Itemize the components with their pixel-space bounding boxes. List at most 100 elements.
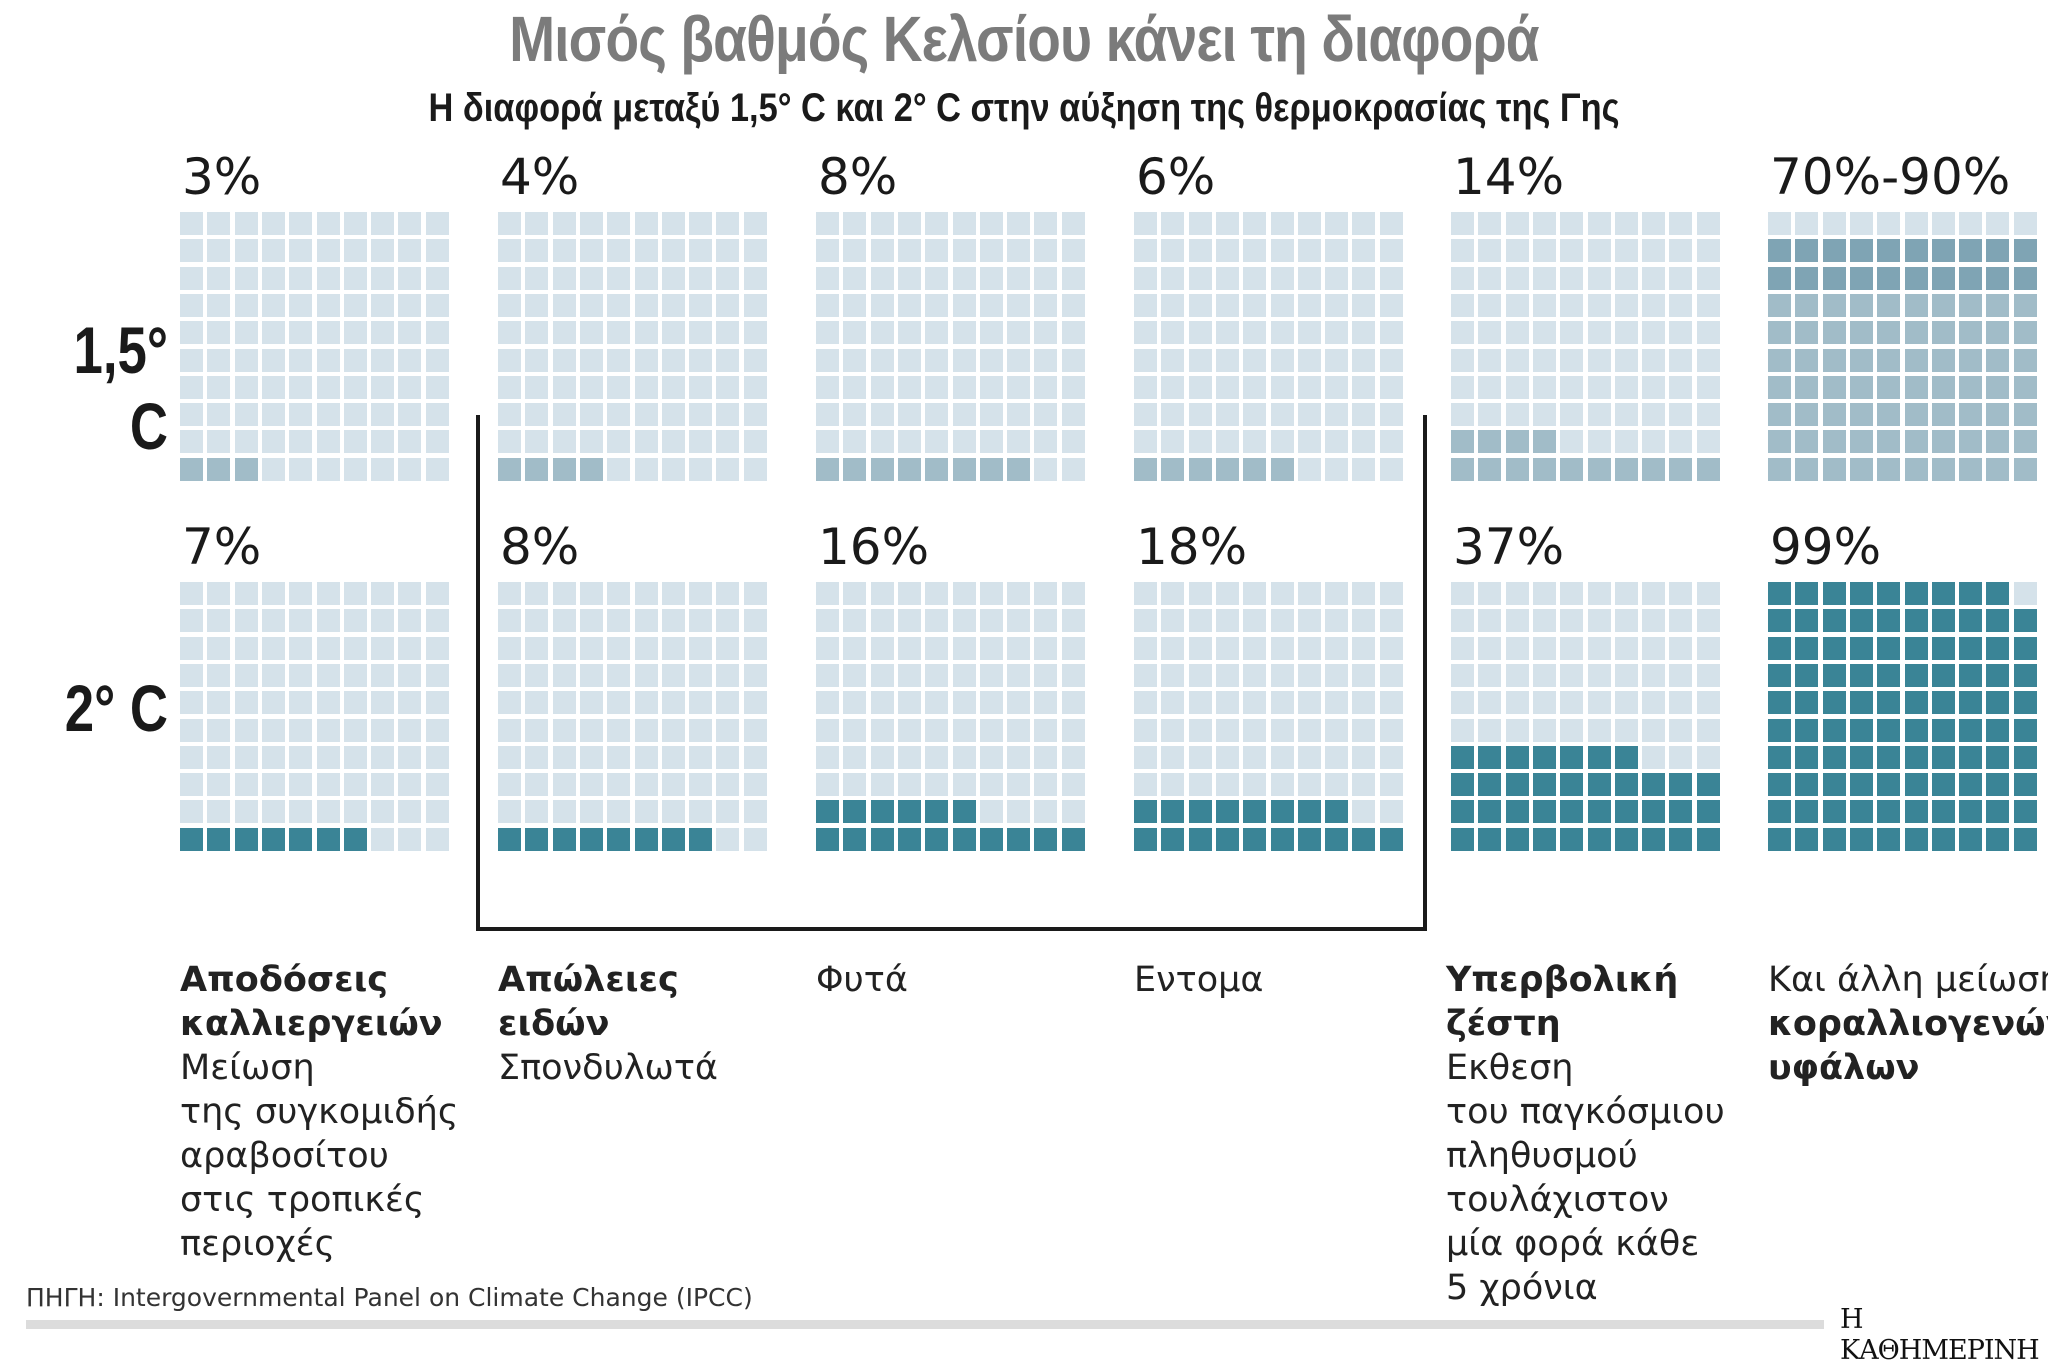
waffle-cell-empty — [897, 582, 921, 605]
waffle-cell-empty — [634, 348, 658, 372]
waffle-cell-filled — [1795, 636, 1819, 660]
waffle-cell-filled — [1959, 745, 1983, 769]
description-line: περιοχές — [180, 1224, 336, 1264]
waffle-cell-empty — [979, 582, 1003, 605]
waffle-cell-empty — [261, 663, 285, 687]
waffle-cell-empty — [398, 266, 422, 290]
waffle-cell-empty — [925, 718, 949, 742]
waffle-cell-empty — [925, 430, 949, 454]
waffle-cell-empty — [1478, 239, 1502, 263]
waffle-cell-filled — [1614, 773, 1638, 797]
waffle-cell-filled — [1849, 663, 1873, 687]
waffle-cell-empty — [1669, 293, 1693, 317]
waffle-cell-empty — [1007, 800, 1031, 824]
waffle-cell-empty — [234, 636, 258, 660]
waffle-cell-empty — [925, 293, 949, 317]
waffle-cell-empty — [1379, 375, 1403, 399]
waffle-cell-empty — [1669, 430, 1693, 454]
kathimerini-logo: Η ΚΑΘΗΜΕΡΙΝΗ — [1840, 1304, 2040, 1366]
waffle-cell-empty — [525, 348, 549, 372]
waffle-cell-filled — [2013, 800, 2037, 824]
waffle-cell-filled — [1959, 827, 1983, 851]
description-line: του παγκόσμιου — [1446, 1092, 1725, 1132]
waffle-cell-empty — [343, 375, 367, 399]
waffle-cell-empty — [843, 403, 867, 427]
waffle-cell-filled-upper — [1768, 266, 1791, 290]
waffle-cell-empty — [634, 636, 658, 660]
waffle-cell-empty — [1379, 293, 1403, 317]
waffle-cell-empty — [716, 663, 740, 687]
waffle-cell-filled — [1532, 800, 1556, 824]
waffle-cell-empty — [1696, 582, 1720, 605]
waffle-cell-filled — [1959, 663, 1983, 687]
waffle-cell-empty — [371, 663, 395, 687]
waffle-cell-empty — [1325, 375, 1349, 399]
chart-title: Μισός βαθμός Κελσίου κάνει τη διαφορά — [509, 3, 1539, 75]
waffle-cell-empty — [1614, 403, 1638, 427]
waffle-cell-empty — [1215, 663, 1239, 687]
waffle-cell-empty — [261, 321, 285, 345]
waffle-cell-empty — [689, 773, 713, 797]
waffle-cell-filled — [1959, 321, 1983, 345]
waffle-cell-empty — [343, 718, 367, 742]
waffle-cell-empty — [816, 239, 839, 263]
waffle-cell-empty — [925, 239, 949, 263]
waffle-cell-empty — [1642, 266, 1666, 290]
waffle-cell-filled — [1931, 293, 1955, 317]
waffle-cell-empty — [1696, 239, 1720, 263]
waffle-cell-empty — [816, 266, 839, 290]
waffle-cell-filled — [1904, 745, 1928, 769]
waffle-cell-empty — [716, 827, 740, 851]
waffle-cell-empty — [1061, 430, 1085, 454]
waffle-cell-empty — [1061, 239, 1085, 263]
waffle-1-5 — [180, 212, 454, 486]
waffle-cell-empty — [1134, 266, 1157, 290]
waffle-cell-empty — [1243, 609, 1267, 633]
waffle-cell-empty — [634, 321, 658, 345]
waffle-cell-empty — [1034, 430, 1058, 454]
waffle-cell-filled-upper — [1849, 266, 1873, 290]
waffle-cell-empty — [343, 457, 367, 481]
waffle-cell-empty — [1270, 403, 1294, 427]
waffle-cell-empty — [1451, 582, 1474, 605]
waffle-cell-empty — [371, 745, 395, 769]
waffle-cell-empty — [1379, 718, 1403, 742]
waffle-cell-empty — [552, 403, 576, 427]
waffle-cell-empty — [1669, 239, 1693, 263]
waffle-cell-empty — [1696, 663, 1720, 687]
waffle-cell-filled — [1669, 800, 1693, 824]
waffle-cell-empty — [1297, 239, 1321, 263]
waffle-cell-filled — [1822, 800, 1846, 824]
waffle-cell-empty — [1243, 293, 1267, 317]
waffle-cell-empty — [689, 239, 713, 263]
waffle-cell-empty — [1134, 212, 1157, 235]
waffle-2 — [1451, 582, 1725, 856]
category-description: Υπερβολική ζέστη Εκθεση του παγκόσμιου πληθυ… — [1446, 958, 1725, 1310]
waffle-cell-empty — [843, 691, 867, 715]
waffle-cell-empty — [1161, 403, 1185, 427]
waffle-cell-empty — [1587, 403, 1611, 427]
waffle-cell-empty — [979, 266, 1003, 290]
waffle-cell-empty — [843, 293, 867, 317]
waffle-cell-empty — [1297, 430, 1321, 454]
waffle-cell-empty — [1188, 348, 1212, 372]
waffle-cell-filled — [1587, 457, 1611, 481]
waffle-cell-filled — [1768, 430, 1791, 454]
waffle-cell-empty — [843, 663, 867, 687]
waffle-cell-filled — [1270, 800, 1294, 824]
waffle-cell-filled — [1768, 348, 1791, 372]
waffle-cell-empty — [1243, 430, 1267, 454]
waffle-cell-empty — [371, 321, 395, 345]
waffle-cell-empty — [1352, 582, 1376, 605]
waffle-cell-empty — [1061, 745, 1085, 769]
waffle-cell-empty — [425, 430, 449, 454]
waffle-cell-empty — [1478, 321, 1502, 345]
waffle-cell-empty — [1061, 773, 1085, 797]
waffle-cell-filled — [1986, 430, 2010, 454]
waffle-cell-empty — [207, 239, 231, 263]
waffle-cell-empty — [897, 691, 921, 715]
waffle-cell-filled — [1849, 745, 1873, 769]
waffle-cell-empty — [689, 609, 713, 633]
waffle-cell-filled — [1795, 718, 1819, 742]
waffle-cell-empty — [716, 266, 740, 290]
